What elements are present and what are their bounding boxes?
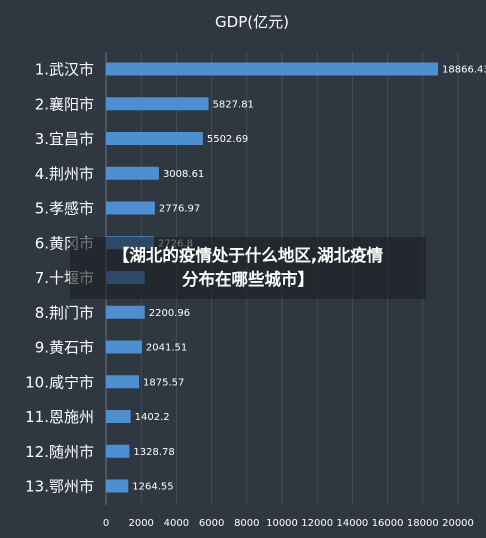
category-label: 9.黄石市 — [35, 339, 94, 357]
data-label: 1328.78 — [133, 447, 174, 458]
data-label: 3008.61 — [163, 169, 204, 180]
category-label: 12.随州市 — [25, 443, 94, 461]
category-label: 1.武汉市 — [35, 61, 94, 79]
x-tick-label: 12000 — [301, 518, 333, 529]
data-label: 5502.69 — [207, 134, 248, 145]
category-label: 11.恩施州 — [25, 408, 94, 426]
x-tick-label: 16000 — [372, 518, 404, 529]
headline-overlay: 【湖北的疫情处于什么地区,湖北疫情 分布在哪些城市】 — [70, 237, 426, 299]
bar — [106, 410, 131, 423]
category-label: 3.宜昌市 — [35, 130, 94, 148]
x-tick-label: 20000 — [442, 518, 474, 529]
x-tick-label: 14000 — [336, 518, 368, 529]
bar — [106, 201, 155, 215]
category-label: 10.咸宁市 — [25, 373, 94, 391]
bar — [106, 375, 140, 389]
x-tick-label: 8000 — [234, 518, 259, 529]
category-label: 8.荆门市 — [35, 304, 94, 322]
category-label: 13.鄂州市 — [25, 478, 94, 496]
bar — [106, 62, 439, 76]
chart-title: GDP(亿元) — [215, 13, 289, 31]
x-tick-label: 18000 — [407, 518, 439, 529]
category-labels: 1.武汉市2.襄阳市3.宜昌市4.荆州市5.孝感市6.黄冈市7.十堰市8.荆门市… — [25, 61, 94, 496]
category-label: 5.孝感市 — [35, 200, 94, 218]
x-tick-label: 4000 — [164, 518, 189, 529]
data-label: 5827.81 — [213, 99, 254, 110]
data-label: 18866.43 — [442, 65, 486, 76]
data-label: 2200.96 — [149, 308, 190, 319]
bar — [106, 305, 145, 319]
bar — [106, 340, 142, 354]
bar — [106, 166, 159, 180]
data-label: 2041.51 — [146, 343, 187, 354]
x-tick-label: 6000 — [199, 518, 224, 529]
data-label: 1402.2 — [135, 412, 170, 423]
bar — [106, 97, 209, 111]
category-label: 2.襄阳市 — [35, 95, 94, 113]
bar — [106, 444, 130, 458]
headline-line-1: 【湖北的疫情处于什么地区,湖北疫情 — [112, 246, 384, 265]
bar — [106, 479, 129, 493]
x-tick-label: 10000 — [266, 518, 298, 529]
data-label: 2776.97 — [159, 204, 200, 215]
bar — [106, 132, 203, 145]
x-tick-labels: 0 2000 4000 6000 8000 10000 12000 14000 16000 180… — [103, 518, 474, 529]
data-label: 1264.55 — [132, 482, 173, 493]
x-tick-label: 2000 — [128, 518, 153, 529]
category-label: 4.荆州市 — [35, 165, 94, 183]
data-label: 1875.57 — [143, 377, 184, 388]
x-tick-label: 0 — [103, 518, 109, 529]
headline-line-2: 分布在哪些城市】 — [182, 270, 314, 289]
